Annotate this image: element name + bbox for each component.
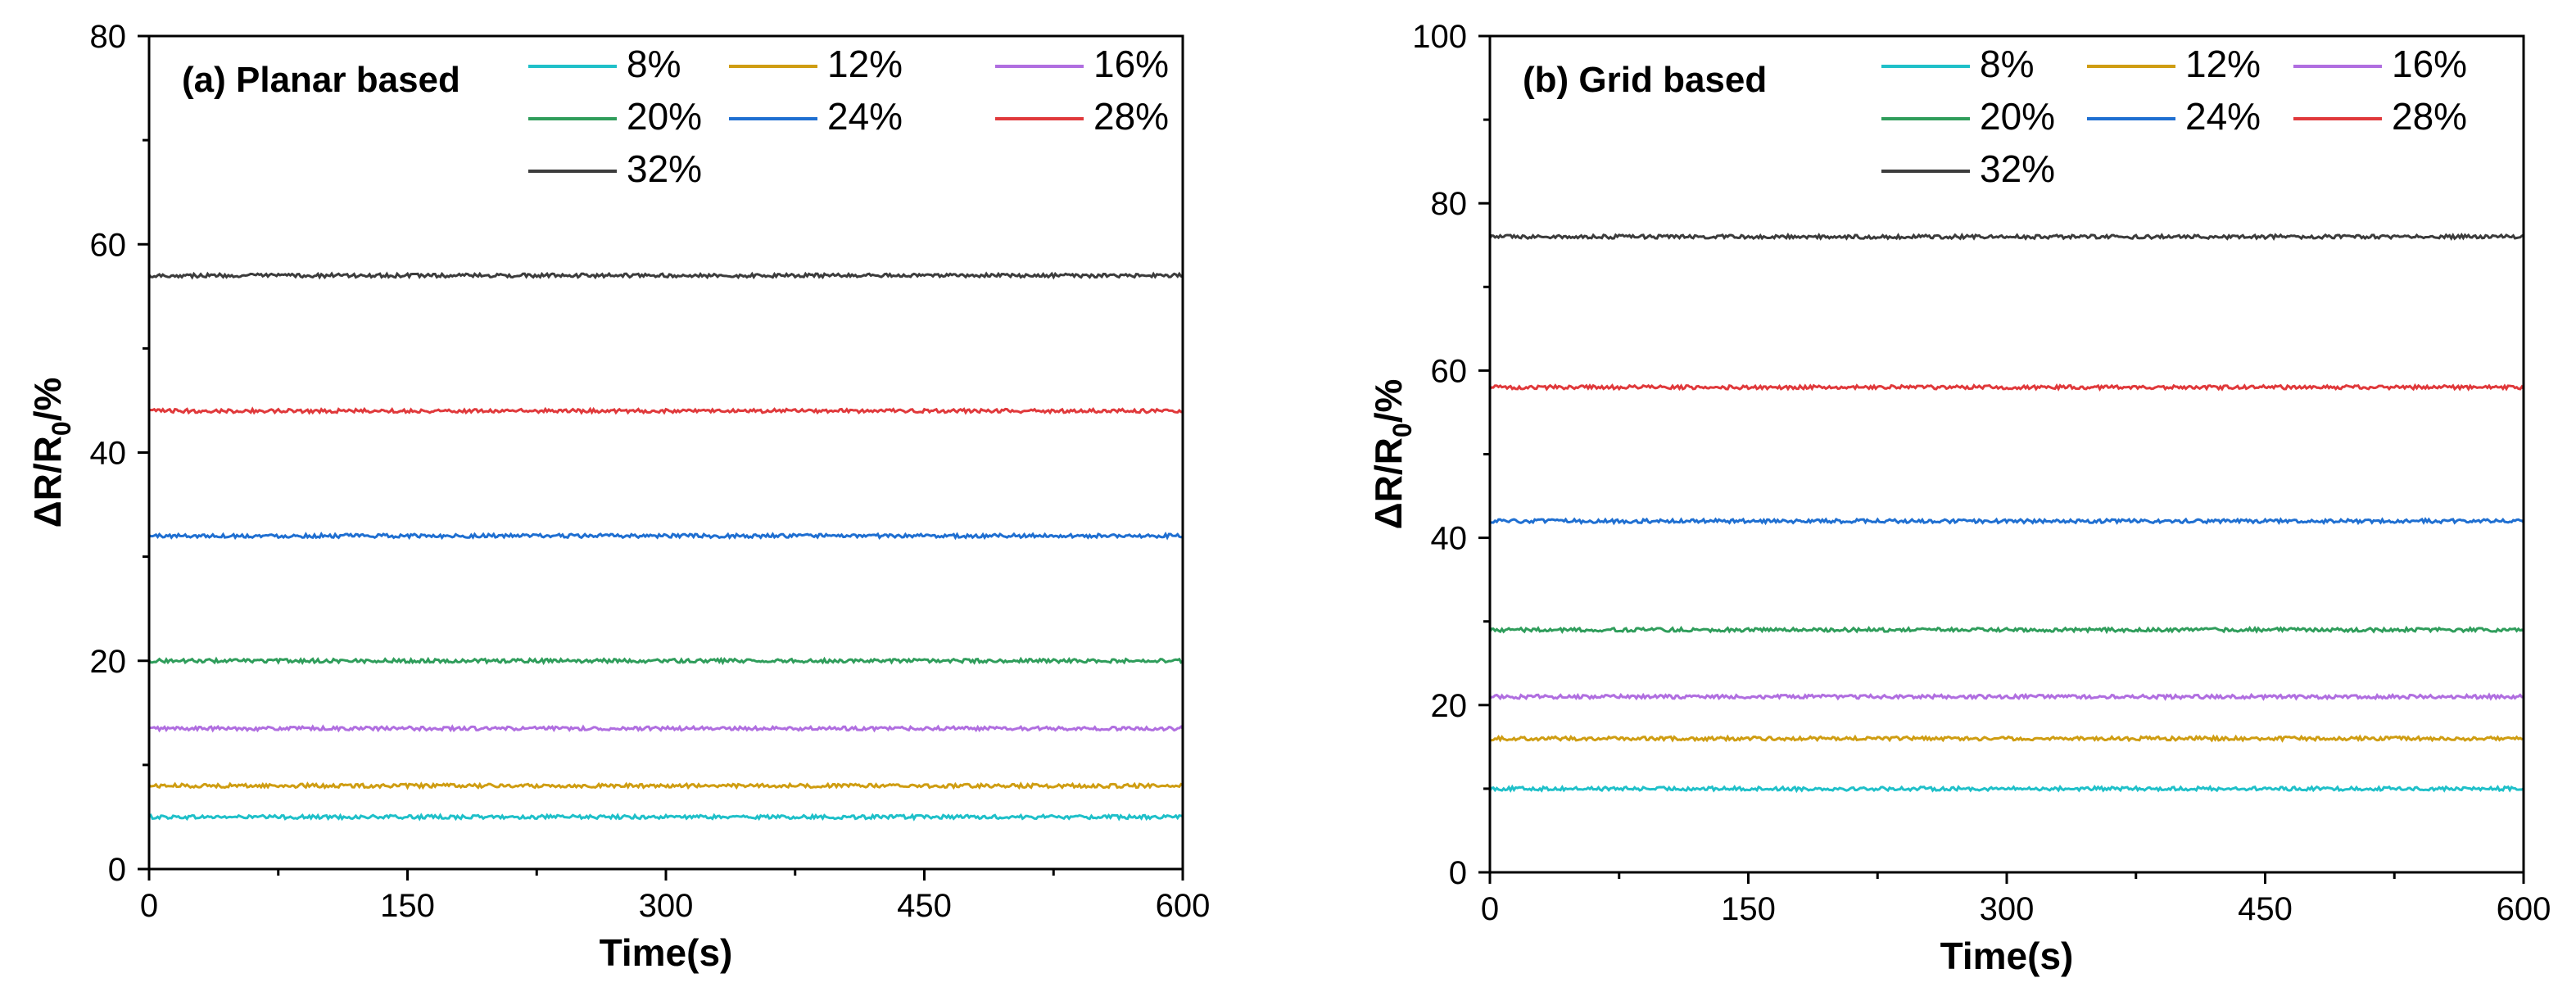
legend-item: 8% (1881, 43, 2034, 85)
series-line-12pct (148, 781, 1184, 790)
y-tick-label: 20 (90, 644, 127, 680)
y-tick-label: 60 (90, 227, 127, 263)
legend-label: 28% (1093, 95, 1169, 138)
x-axis-label: Time(s) (600, 931, 733, 974)
y-axis-label-unit: /% (1367, 379, 1410, 423)
legend-label: 20% (627, 95, 702, 138)
legend-item: 24% (729, 95, 903, 138)
legend-item: 12% (2087, 43, 2261, 85)
legend-label: 32% (627, 147, 702, 190)
series-line-28pct (148, 406, 1184, 415)
legend-item: 20% (528, 95, 702, 138)
legend: 8% 12% 16% 20% 24% 28% 32% (1881, 43, 2467, 190)
legend-label: 24% (2185, 95, 2261, 138)
y-axis-label-main: ΔR/R (1367, 437, 1410, 529)
series-line-20pct (1488, 625, 2524, 635)
series-line-28pct (1489, 383, 2525, 392)
y-tick-label: 40 (90, 436, 127, 472)
legend-label: 32% (1980, 147, 2055, 190)
panel-label: (b) Grid based (1523, 60, 1767, 100)
y-tick-label: 20 (1431, 688, 1468, 724)
y-axis-label-subscript: 0 (1388, 423, 1417, 437)
series-line-16pct (148, 724, 1184, 733)
legend-item: 32% (528, 147, 702, 190)
series-line-20pct (147, 656, 1184, 666)
series-line-8pct (1488, 784, 2524, 794)
legend-label: 24% (827, 95, 903, 138)
y-tick-label: 100 (1412, 19, 1467, 55)
x-tick-label: 300 (1980, 891, 2035, 927)
legend-label: 12% (827, 43, 903, 85)
y-tick-label: 0 (108, 852, 126, 888)
legend-label: 8% (627, 43, 681, 85)
chart-panel-b: 0 150 300 450 600020406080100Time(s)ΔR/R0/%(… (1367, 19, 2551, 977)
y-tick-label: 80 (1431, 186, 1468, 222)
x-tick-label: 450 (897, 888, 952, 924)
x-tick-label: 0 (1481, 891, 1499, 927)
x-tick-label: 600 (1156, 888, 1211, 924)
x-axis-label: Time(s) (1940, 935, 2074, 977)
series-line-16pct (1489, 692, 2524, 701)
x-tick-label: 600 (2497, 891, 2551, 927)
y-axis-label-main: ΔR/R (26, 436, 69, 527)
legend-item: 24% (2087, 95, 2261, 138)
y-tick-label: 0 (1449, 855, 1467, 891)
legend-item: 8% (528, 43, 681, 85)
x-tick-label: 450 (2238, 891, 2293, 927)
legend-label: 16% (1093, 43, 1169, 85)
legend-item: 32% (1881, 147, 2055, 190)
series-line-24pct (1489, 517, 2524, 526)
series-line-24pct (148, 531, 1184, 541)
legend-item: 16% (2293, 43, 2467, 85)
legend: 8% 12% 16% 20% 24% 28% 32% (528, 43, 1169, 190)
legend-label: 20% (1980, 95, 2055, 138)
legend-item: 20% (1881, 95, 2055, 138)
x-tick-label: 0 (140, 888, 158, 924)
y-axis-label-unit: /% (26, 378, 69, 422)
legend-label: 16% (2392, 43, 2467, 85)
series-line-8pct (148, 813, 1184, 822)
y-tick-label: 60 (1431, 353, 1468, 389)
legend-label: 8% (1980, 43, 2034, 85)
legend-item: 16% (995, 43, 1169, 85)
y-tick-label: 80 (90, 19, 127, 55)
legend-label: 28% (2392, 95, 2467, 138)
x-tick-label: 300 (639, 888, 694, 924)
series-line-12pct (1489, 734, 2524, 743)
x-tick-label: 150 (380, 888, 435, 924)
y-axis-label-subscript: 0 (47, 421, 76, 436)
legend-item: 28% (995, 95, 1169, 138)
y-axis-label: ΔR/R0/% (26, 378, 76, 528)
y-tick-label: 40 (1431, 521, 1468, 557)
chart-panel-a: 0 150 300 450 600020406080Time(s)ΔR/R0/%(a) … (26, 19, 1210, 974)
series-line-32pct (1488, 232, 2524, 242)
panel-label: (a) Planar based (182, 60, 460, 100)
series-line-32pct (147, 271, 1184, 280)
legend-item: 28% (2293, 95, 2467, 138)
legend-item: 12% (729, 43, 903, 85)
x-tick-label: 150 (1721, 891, 1776, 927)
legend-label: 12% (2185, 43, 2261, 85)
y-axis-label: ΔR/R0/% (1367, 379, 1417, 530)
